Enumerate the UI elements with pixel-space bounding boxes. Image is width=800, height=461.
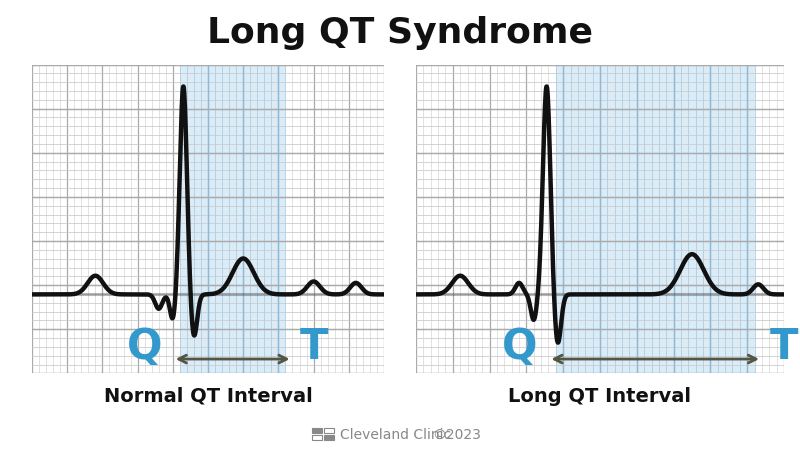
Text: ©2023: ©2023 <box>432 428 481 442</box>
Text: Q: Q <box>126 325 162 368</box>
Text: Long QT Interval: Long QT Interval <box>509 387 691 406</box>
Text: T: T <box>770 325 798 368</box>
Text: Cleveland Clinic: Cleveland Clinic <box>340 428 451 442</box>
Text: Long QT Syndrome: Long QT Syndrome <box>207 16 593 50</box>
Text: Q: Q <box>502 325 538 368</box>
Bar <box>556 65 754 373</box>
Text: Normal QT Interval: Normal QT Interval <box>104 387 312 406</box>
Bar <box>180 65 286 373</box>
Text: T: T <box>299 325 328 368</box>
